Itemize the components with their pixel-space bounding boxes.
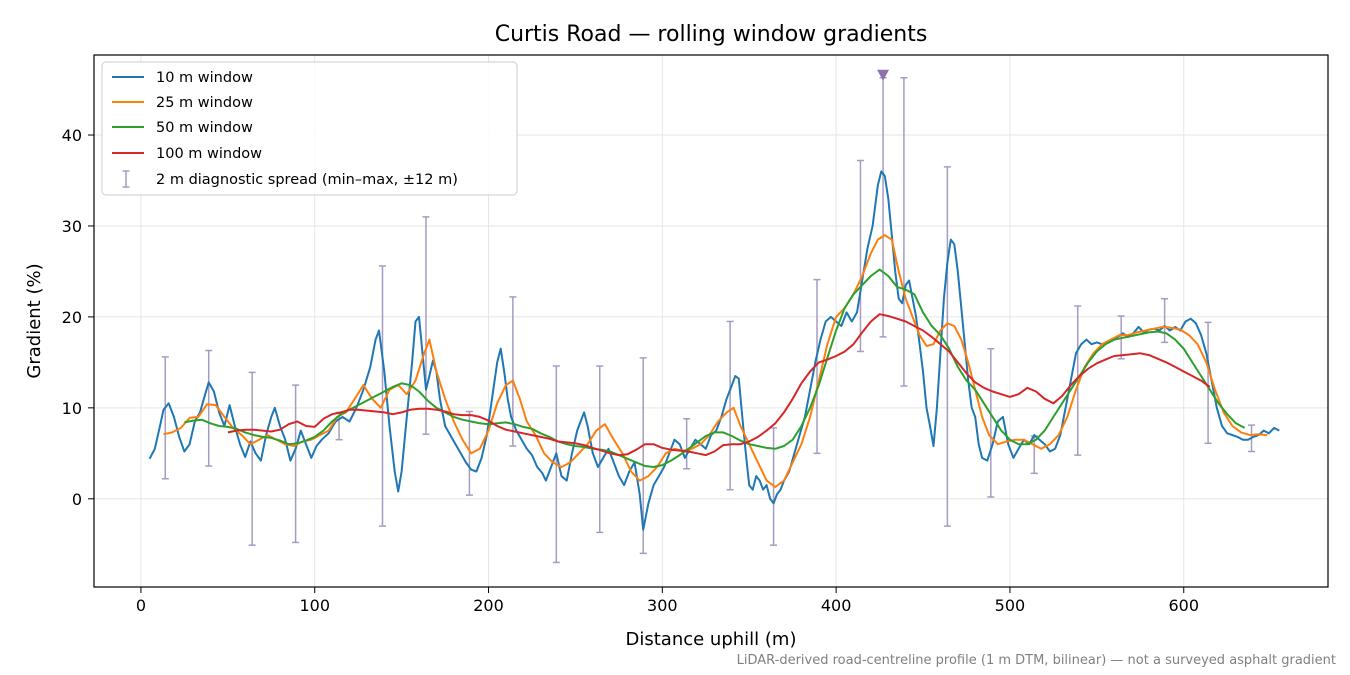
legend-label: 50 m window [156,120,253,136]
x-tick-label: 200 [473,596,504,615]
legend-label: 100 m window [156,146,262,162]
legend-item: 25 m window [112,95,253,111]
chart-title: Curtis Road — rolling window gradients [495,22,928,47]
spread-bar [292,384,300,544]
legend-item: 100 m window [112,146,262,162]
spread-bar [465,410,473,496]
x-tick-label: 100 [299,596,330,615]
series-lines [148,170,1280,531]
series-line-3 [227,313,1211,457]
footnote: LiDAR-derived road-centreline profile (1… [737,653,1336,668]
spread-bar [879,76,887,338]
x-tick-label: 500 [995,596,1026,615]
legend-label: 2 m diagnostic spread (min–max, ±12 m) [156,172,458,188]
legend-item: 10 m window [112,70,253,86]
x-tick-label: 600 [1168,596,1199,615]
spread-bar [683,418,691,470]
spread-bar [1161,297,1169,344]
x-tick-label: 400 [821,596,852,615]
peak-marker [877,69,890,81]
x-axis-ticks: 0 100 200 300 400 500 600 [136,587,1199,615]
y-tick-label: 40 [62,126,82,145]
legend-item: 2 m diagnostic spread (min–max, ±12 m) [122,170,458,188]
spread-bar [900,76,908,387]
y-tick-label: 0 [72,490,82,509]
y-axis-ticks: 0 10 20 30 40 [62,126,94,509]
spread-bar [813,278,821,455]
spread-bar [1204,321,1212,445]
spread-bar [161,356,169,480]
spread-bar [248,371,256,546]
legend-label: 10 m window [156,70,253,86]
x-tick-label: 0 [136,596,146,615]
spread-bar [726,320,734,491]
y-tick-label: 20 [62,308,82,327]
spread-bar [987,347,995,498]
spread-bar [856,159,864,353]
spread-bar [379,265,387,527]
plot-frame [93,54,1329,588]
legend-box [101,61,518,196]
peak-marker-group [877,69,890,81]
y-tick-label: 30 [62,217,82,236]
series-line-1 [163,234,1268,488]
spread-bar [205,349,213,467]
legend: 10 m window 25 m window 50 m window 100 m w… [101,61,518,196]
y-axis-label: Gradient (%) [24,263,45,378]
legend-item: 50 m window [112,120,253,136]
legend-label: 25 m window [156,95,253,111]
y-tick-label: 10 [62,399,82,418]
x-axis-label: Distance uphill (m) [626,629,797,650]
series-line-0 [148,170,1280,531]
x-tick-label: 300 [647,596,678,615]
series-line-2 [184,268,1246,468]
